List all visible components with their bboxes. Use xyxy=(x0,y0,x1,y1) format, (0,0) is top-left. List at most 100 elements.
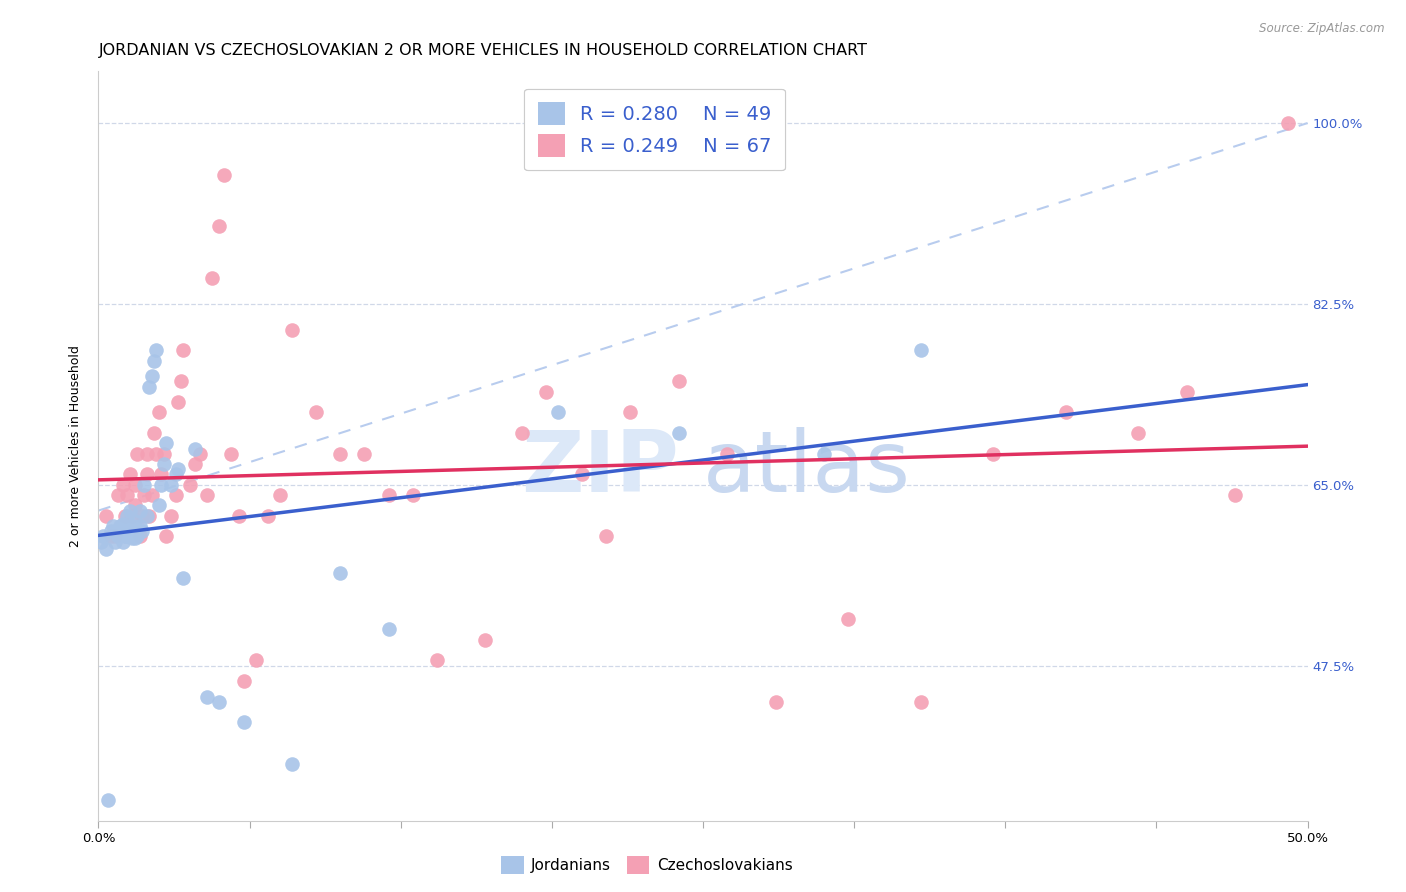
Point xyxy=(160,508,183,523)
Point xyxy=(138,379,160,393)
Point xyxy=(910,343,932,358)
Text: JORDANIAN VS CZECHOSLOVAKIAN 2 OR MORE VEHICLES IN HOUSEHOLD CORRELATION CHART: JORDANIAN VS CZECHOSLOVAKIAN 2 OR MORE V… xyxy=(98,43,868,58)
Point xyxy=(172,343,194,358)
Point xyxy=(165,467,187,482)
Point xyxy=(148,405,170,419)
Point xyxy=(402,488,425,502)
Point xyxy=(228,508,250,523)
Point xyxy=(150,467,173,482)
Point xyxy=(813,447,835,461)
Point xyxy=(148,499,170,513)
Point xyxy=(94,541,117,556)
Point xyxy=(329,447,352,461)
Point xyxy=(232,715,254,730)
Point xyxy=(377,623,399,637)
Point xyxy=(90,534,112,549)
Point xyxy=(101,519,124,533)
Point xyxy=(152,447,174,461)
Point xyxy=(114,508,136,523)
Point xyxy=(534,384,557,399)
Point xyxy=(1223,488,1246,502)
Point xyxy=(100,524,122,539)
Y-axis label: 2 or more Vehicles in Household: 2 or more Vehicles in Household xyxy=(69,345,83,547)
Point xyxy=(668,375,690,389)
Point xyxy=(104,529,127,543)
Point xyxy=(145,447,167,461)
Point xyxy=(118,467,141,482)
Point xyxy=(100,529,122,543)
Point xyxy=(124,499,146,513)
Point xyxy=(94,508,117,523)
Point xyxy=(232,674,254,689)
Point xyxy=(121,508,143,523)
Point xyxy=(131,508,153,523)
Point xyxy=(179,477,201,491)
Point xyxy=(619,405,641,419)
Point xyxy=(910,695,932,709)
Point xyxy=(118,503,141,517)
Point xyxy=(135,508,157,523)
Point xyxy=(91,529,114,543)
Point xyxy=(208,219,231,234)
Point xyxy=(167,462,190,476)
Point xyxy=(107,529,129,543)
Point xyxy=(111,516,134,531)
Point xyxy=(134,477,156,491)
Point xyxy=(124,514,146,528)
Point xyxy=(155,529,177,543)
Point xyxy=(377,488,399,502)
Point xyxy=(114,529,136,543)
Point xyxy=(353,447,375,461)
Point xyxy=(426,653,449,667)
Point xyxy=(201,271,224,285)
Point xyxy=(121,532,143,546)
Point xyxy=(195,690,218,704)
Point xyxy=(124,477,146,491)
Point xyxy=(152,457,174,471)
Point xyxy=(160,477,183,491)
Point xyxy=(108,519,131,533)
Point xyxy=(256,508,278,523)
Point xyxy=(281,323,304,337)
Point xyxy=(981,447,1004,461)
Point xyxy=(212,168,235,182)
Point xyxy=(138,508,160,523)
Point xyxy=(131,524,153,539)
Point xyxy=(121,519,143,533)
Point xyxy=(117,508,139,523)
Legend: Jordanians, Czechoslovakians: Jordanians, Czechoslovakians xyxy=(495,850,799,880)
Point xyxy=(135,467,157,482)
Text: ZIP: ZIP xyxy=(522,427,679,510)
Point xyxy=(155,436,177,450)
Point xyxy=(184,442,207,456)
Point xyxy=(474,632,496,647)
Point xyxy=(716,447,738,461)
Point xyxy=(595,529,617,543)
Point xyxy=(172,571,194,585)
Point xyxy=(127,529,149,543)
Point xyxy=(169,375,191,389)
Point xyxy=(510,426,533,441)
Point xyxy=(104,534,127,549)
Point xyxy=(135,447,157,461)
Point xyxy=(221,447,243,461)
Point xyxy=(143,426,166,441)
Point xyxy=(188,447,211,461)
Point xyxy=(329,566,352,580)
Point xyxy=(547,405,569,419)
Point xyxy=(134,488,156,502)
Point xyxy=(143,353,166,368)
Point xyxy=(111,534,134,549)
Point xyxy=(837,612,859,626)
Point xyxy=(1128,426,1150,441)
Point xyxy=(124,532,146,546)
Point xyxy=(184,457,207,471)
Text: atlas: atlas xyxy=(703,427,911,510)
Point xyxy=(668,426,690,441)
Point xyxy=(208,695,231,709)
Point xyxy=(118,524,141,539)
Point xyxy=(1054,405,1077,419)
Point xyxy=(571,467,593,482)
Point xyxy=(128,503,150,517)
Text: Source: ZipAtlas.com: Source: ZipAtlas.com xyxy=(1260,22,1385,36)
